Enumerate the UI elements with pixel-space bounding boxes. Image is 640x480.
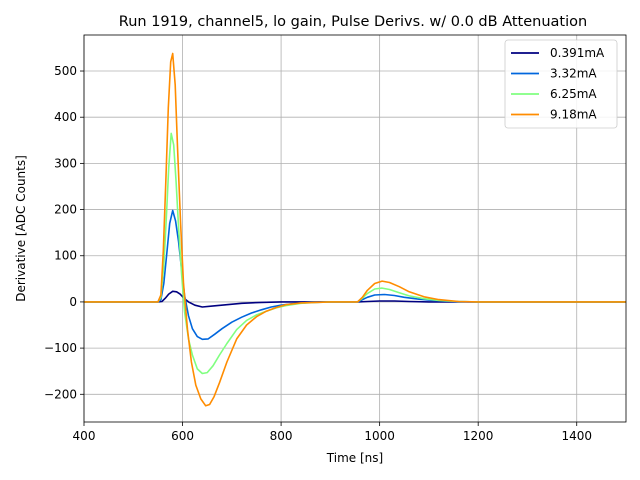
y-tick-label: −200 xyxy=(44,387,77,401)
y-axis-label: Derivative [ADC Counts] xyxy=(14,155,28,302)
series-line-9.18mA xyxy=(84,52,626,407)
x-tick-label: 1000 xyxy=(364,429,395,443)
y-tick-label: 400 xyxy=(54,110,77,124)
axis-ticks: 400 600 800 1000 1200 1400 −200 −100 0 100 200 300 4… xyxy=(44,64,592,443)
legend-label: 0.391mA xyxy=(550,46,605,60)
y-tick-label: 100 xyxy=(54,249,77,263)
x-tick-label: 600 xyxy=(171,429,194,443)
series-line-6.25mA xyxy=(84,132,626,375)
x-tick-label: 800 xyxy=(270,429,293,443)
x-tick-label: 1200 xyxy=(463,429,494,443)
y-tick-label: 0 xyxy=(69,295,77,309)
x-axis-label: Time [ns] xyxy=(326,451,383,465)
legend-label: 6.25mA xyxy=(550,87,597,101)
series-line-3.32mA xyxy=(84,209,626,341)
chart-title: Run 1919, channel5, lo gain, Pulse Deriv… xyxy=(119,14,587,30)
y-tick-label: 200 xyxy=(54,203,77,217)
x-tick-label: 1400 xyxy=(561,429,592,443)
x-tick-label: 400 xyxy=(73,429,96,443)
y-tick-label: 500 xyxy=(54,64,77,78)
y-tick-label: 300 xyxy=(54,156,77,170)
plot-frame xyxy=(83,34,627,423)
plot-series xyxy=(84,52,626,407)
legend-label: 3.32mA xyxy=(550,67,597,81)
legend: 0.391mA 3.32mA 6.25mA 9.18mA xyxy=(504,39,618,129)
series-line-0.391mA xyxy=(84,290,626,308)
y-tick-label: −100 xyxy=(44,341,77,355)
legend-label: 9.18mA xyxy=(550,108,597,122)
legend-box xyxy=(504,39,618,129)
